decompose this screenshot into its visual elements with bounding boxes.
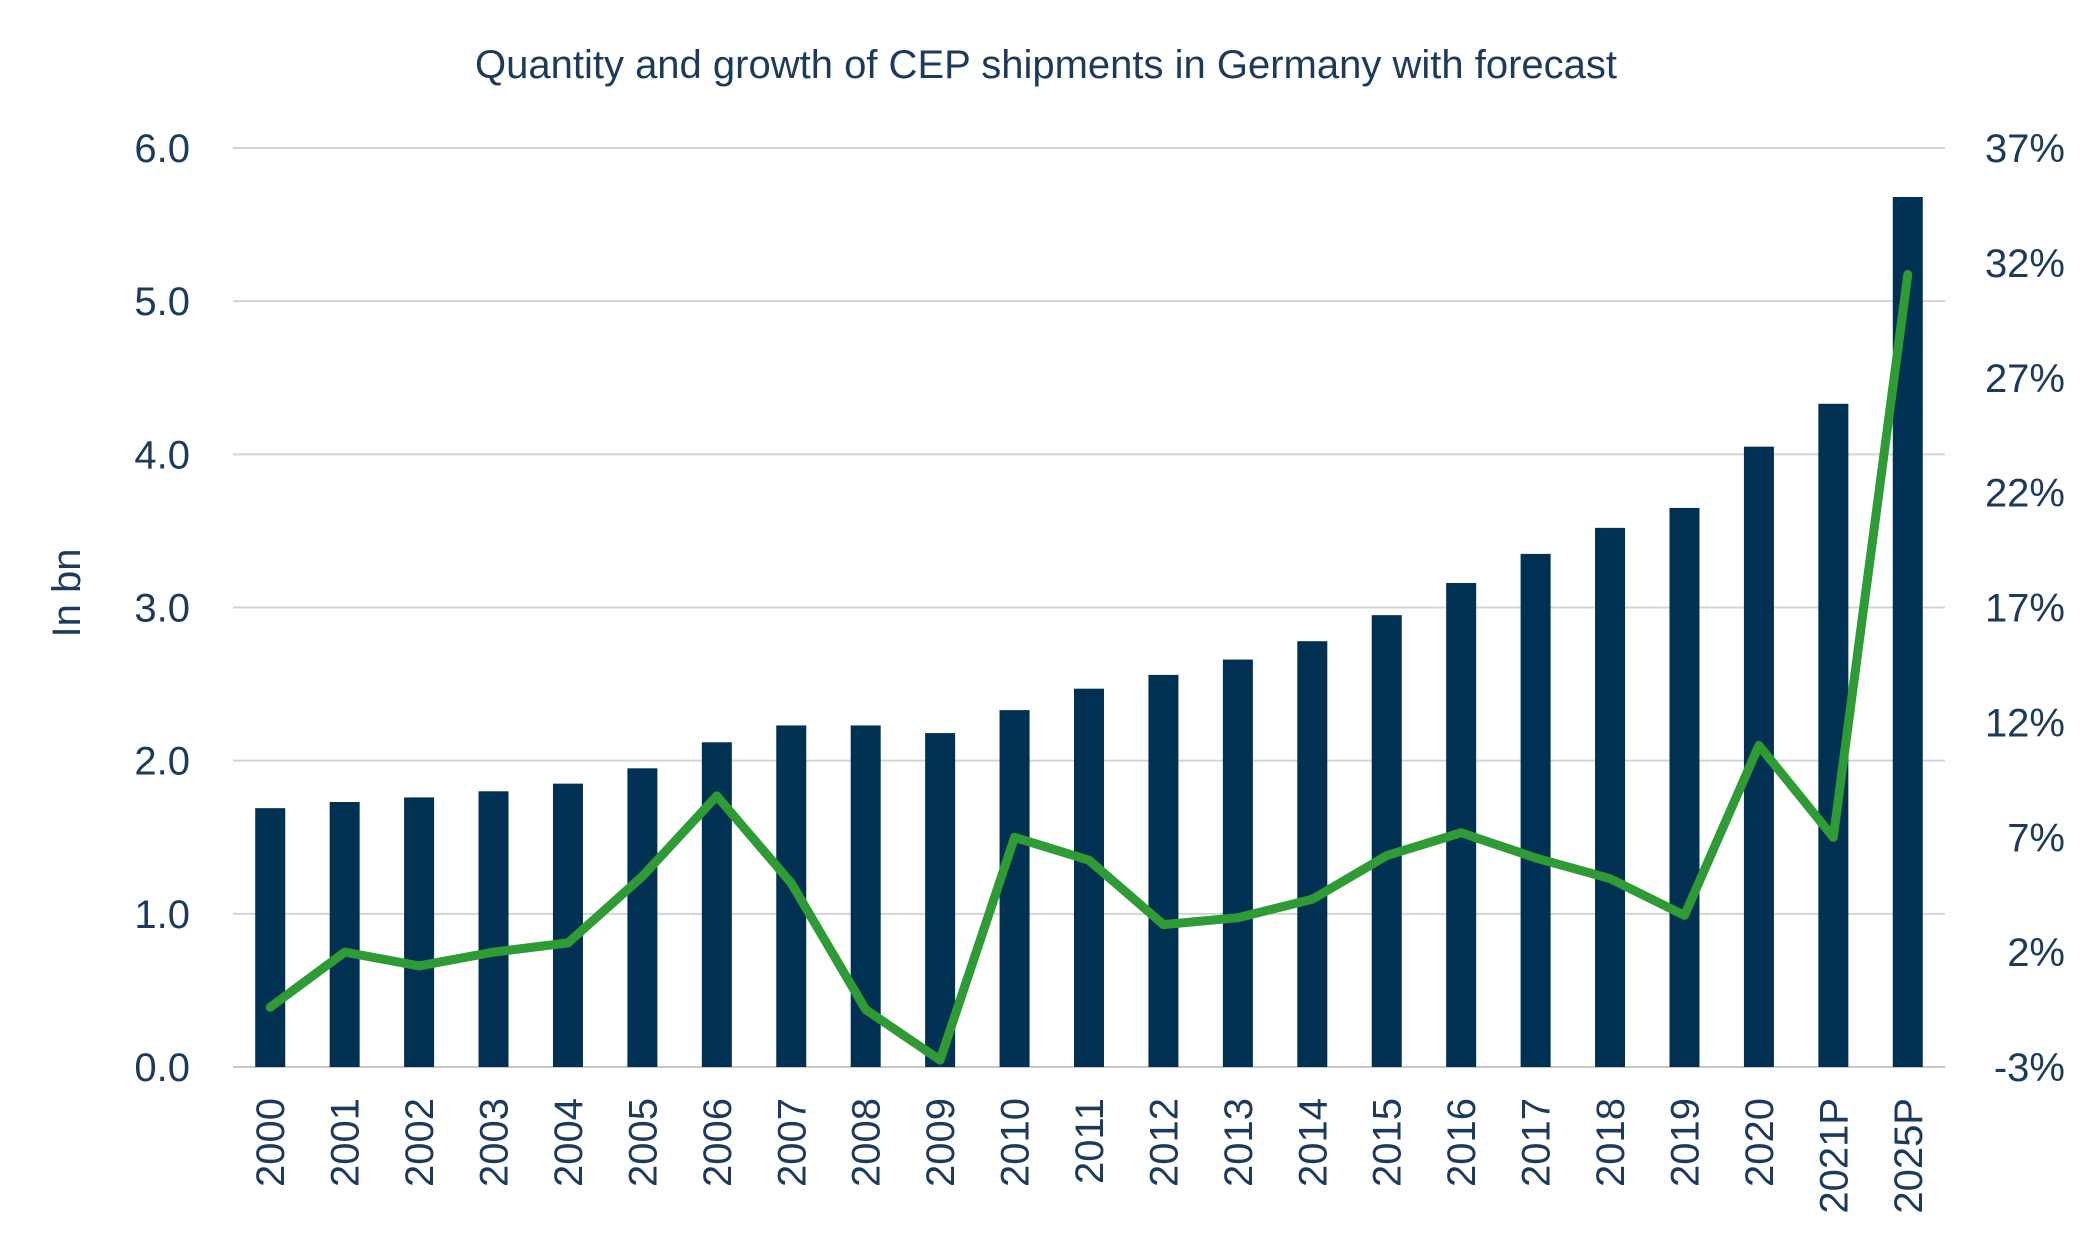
right-y-tick-label: 22% — [1985, 472, 2065, 516]
bar — [1669, 507, 1700, 1068]
growth-line — [265, 269, 1913, 1065]
x-ticks: 2000 2001 2002 2003 2004 2005 2006 2007 2008 2009… — [249, 1098, 1931, 1214]
left-y-tick-label: 3.0 — [134, 587, 190, 631]
bar — [925, 733, 956, 1067]
right-y-tick-label: 2% — [2007, 931, 2065, 975]
bar — [999, 710, 1030, 1067]
bar — [1371, 615, 1402, 1067]
x-tick-label: 2018 — [1589, 1098, 1633, 1187]
x-tick-label: 2000 — [249, 1098, 293, 1187]
bar — [552, 783, 583, 1067]
bar — [1446, 582, 1477, 1067]
bar — [1222, 659, 1253, 1067]
chart-title: Quantity and growth of CEP shipments in … — [475, 43, 1617, 87]
right-y-tick-label: 12% — [1985, 701, 2065, 745]
bar — [1074, 688, 1104, 1067]
bar — [1595, 527, 1626, 1067]
bar — [1520, 553, 1551, 1067]
y-axis-label: In bn — [45, 549, 89, 638]
x-tick-label: 2017 — [1515, 1098, 1559, 1187]
x-tick-label: 2003 — [473, 1098, 517, 1187]
x-tick-label: 2001 — [324, 1098, 368, 1187]
bar — [701, 742, 732, 1067]
bar — [404, 797, 435, 1067]
right-y-tick-label: 7% — [2007, 816, 2065, 860]
bar — [329, 802, 360, 1067]
x-tick-label: 2020 — [1738, 1098, 1782, 1187]
x-tick-label: 2004 — [547, 1098, 591, 1187]
left-y-tick-label: 5.0 — [134, 280, 190, 324]
left-y-tick-label: 2.0 — [134, 740, 190, 784]
x-tick-label: 2015 — [1366, 1098, 1410, 1187]
x-tick-label: 2021P — [1812, 1098, 1856, 1214]
right-y-ticks: -3% 2% 7% 12% 17% 22% 27% 32% 37% — [1985, 127, 2065, 1090]
x-tick-label: 2002 — [398, 1098, 442, 1187]
x-tick-label: 2012 — [1142, 1098, 1186, 1187]
left-y-tick-label: 0.0 — [134, 1046, 190, 1090]
left-y-ticks: 0.0 1.0 2.0 3.0 4.0 5.0 6.0 — [134, 127, 190, 1090]
x-tick-label: 2008 — [845, 1098, 889, 1187]
x-tick-label: 2009 — [919, 1098, 963, 1187]
bar — [1297, 641, 1328, 1067]
right-y-tick-label: 37% — [1985, 127, 2065, 171]
left-y-tick-label: 4.0 — [134, 433, 190, 477]
x-tick-label: 2014 — [1291, 1098, 1335, 1187]
bar — [627, 768, 658, 1067]
x-tick-label: 2025P — [1887, 1098, 1931, 1214]
x-tick-label: 2007 — [770, 1098, 814, 1187]
right-y-tick-label: -3% — [1994, 1046, 2065, 1090]
x-tick-label: 2005 — [621, 1098, 665, 1187]
x-tick-label: 2016 — [1440, 1098, 1484, 1187]
right-y-tick-label: 17% — [1985, 587, 2065, 631]
bar — [478, 791, 509, 1067]
right-y-tick-label: 27% — [1985, 357, 2065, 401]
x-tick-label: 2006 — [696, 1098, 740, 1187]
x-tick-label: 2019 — [1663, 1098, 1707, 1187]
left-y-tick-label: 1.0 — [134, 893, 190, 937]
x-tick-label: 2010 — [994, 1098, 1038, 1187]
bar — [1148, 674, 1179, 1067]
x-tick-label: 2011 — [1068, 1098, 1112, 1184]
bar-series — [255, 197, 1923, 1068]
right-y-tick-label: 32% — [1985, 242, 2065, 286]
x-tick-label: 2013 — [1217, 1098, 1261, 1187]
growth-line-series — [265, 269, 1913, 1065]
left-y-tick-label: 6.0 — [134, 127, 190, 171]
bar — [255, 808, 286, 1067]
